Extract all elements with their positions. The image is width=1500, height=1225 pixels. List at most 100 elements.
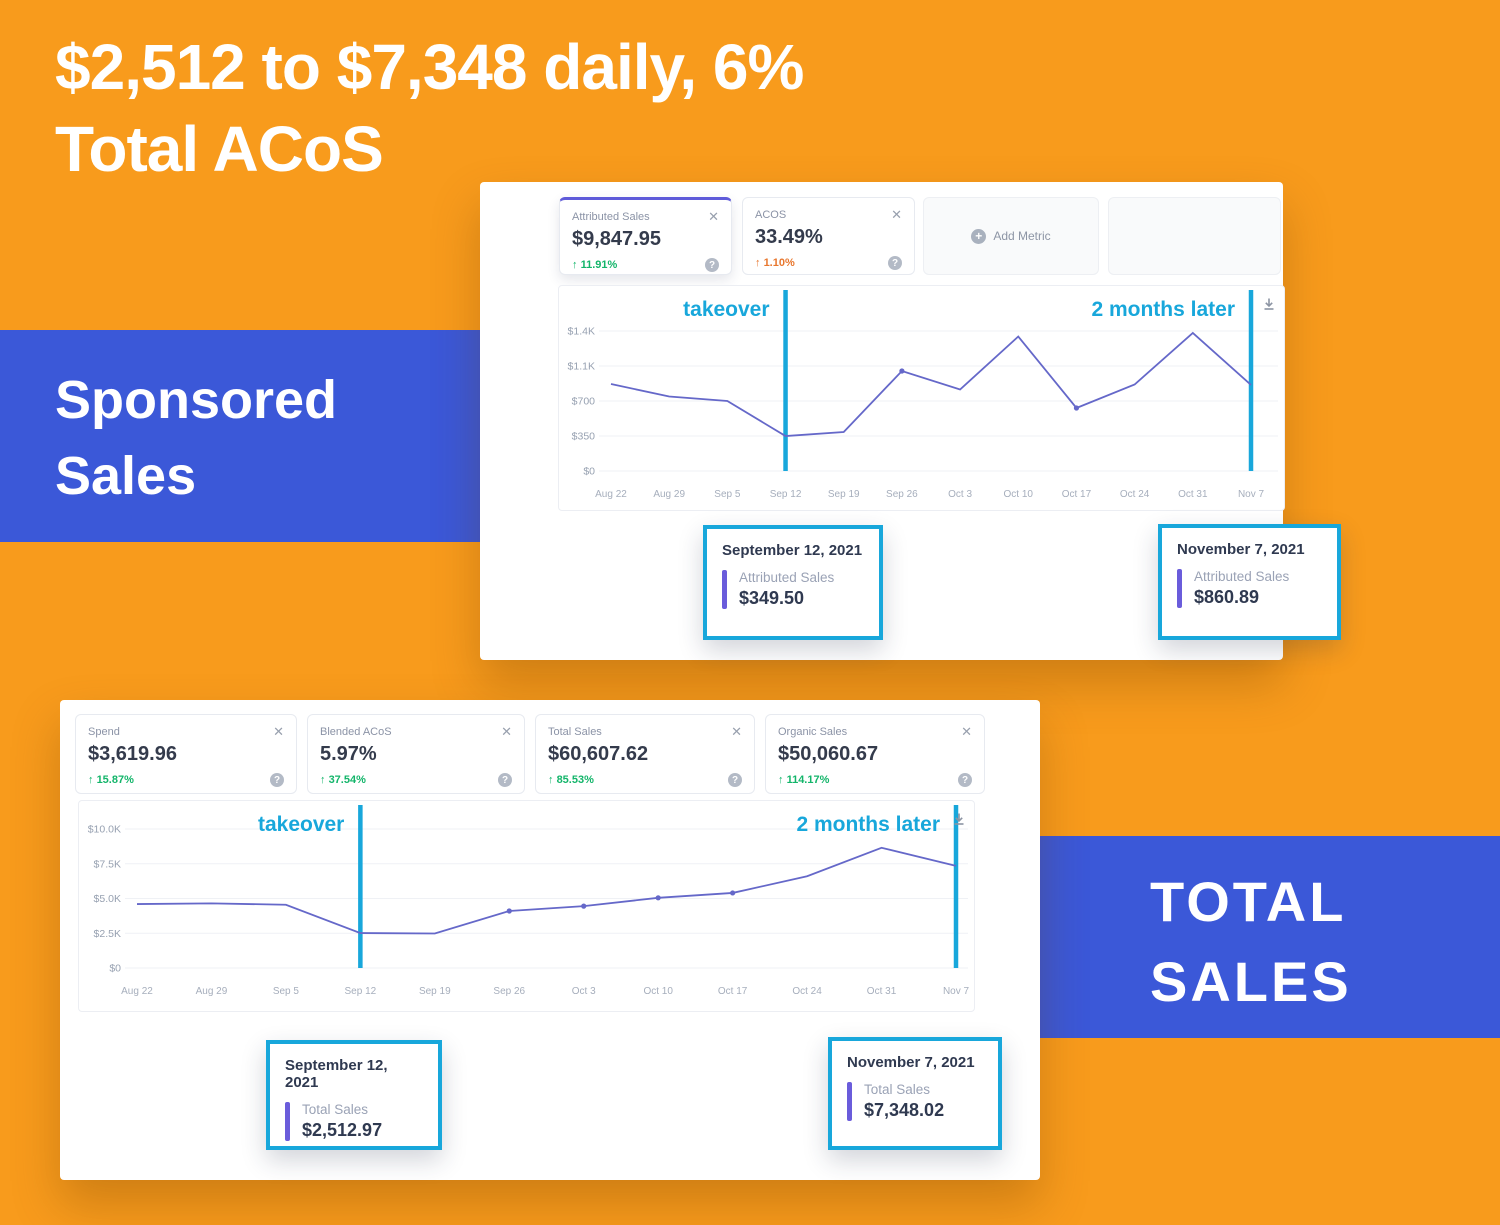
close-icon[interactable]: ✕ (708, 209, 719, 224)
tooltip-series: Total Sales (302, 1102, 369, 1117)
metric-label: Organic Sales (778, 725, 848, 738)
metric-label: ACOS (755, 208, 787, 221)
banner-total-sales: TOTAL SALES (1030, 836, 1500, 1038)
tooltip-date: September 12, 2021 (722, 542, 863, 559)
tooltip-value: $349.50 (739, 588, 805, 608)
page-title: $2,512 to $7,348 daily, 6% Total ACoS (55, 26, 804, 190)
help-icon[interactable]: ? (705, 258, 719, 272)
svg-text:Oct 24: Oct 24 (792, 986, 822, 997)
metric-value: $60,607.62 (548, 743, 649, 765)
metric-card-blended-acos[interactable]: Blended ACoS ✕ 5.97% ↑ 37.54% ? (307, 714, 525, 794)
series-color-bar (1177, 569, 1182, 608)
svg-text:$10.0K: $10.0K (88, 824, 121, 836)
metric-label: Spend (88, 725, 120, 738)
close-icon[interactable]: ✕ (961, 724, 972, 739)
metric-value: $50,060.67 (778, 743, 879, 765)
banner-right-line2: SALES (1150, 950, 1352, 1013)
sponsored-sales-chart[interactable]: $0 $350 $700 $1.1K $1.4K Aug 22 Aug 29 Sep 5 Sep… (559, 286, 1286, 512)
up-arrow-icon: ↑ (320, 774, 326, 786)
help-icon[interactable]: ? (888, 256, 902, 270)
banner-right-line1: TOTAL (1150, 870, 1347, 933)
svg-text:Sep 19: Sep 19 (828, 489, 860, 500)
svg-text:Sep 19: Sep 19 (419, 986, 451, 997)
sponsored-sales-chart-box: $0 $350 $700 $1.1K $1.4K Aug 22 Aug 29 Sep 5 Sep… (558, 285, 1285, 511)
metric-card-attributed-sales[interactable]: Attributed Sales ✕ $9,847.95 ↑ 11.91% ? (559, 197, 732, 275)
banner-sponsored-sales: Sponsored Sales (0, 330, 490, 542)
plus-icon: + (971, 228, 987, 244)
metric-card-acos[interactable]: ACOS ✕ 33.49% ↑ 1.10% ? (742, 197, 915, 275)
download-icon[interactable] (1260, 296, 1278, 314)
svg-text:Sep 26: Sep 26 (886, 489, 918, 500)
metric-card-spend[interactable]: Spend ✕ $3,619.96 ↑ 15.87% ? (75, 714, 297, 794)
svg-text:$1.4K: $1.4K (568, 326, 595, 338)
svg-text:Sep 12: Sep 12 (345, 986, 377, 997)
metric-value: 33.49% (755, 226, 823, 248)
svg-text:Oct 31: Oct 31 (867, 986, 897, 997)
metric-change: ↑ 85.53% (548, 774, 594, 786)
total-sales-chart[interactable]: $0 $2.5K $5.0K $7.5K $10.0K Aug 22 Aug 29 Sep 5… (79, 801, 976, 1013)
metric-card-organic-sales[interactable]: Organic Sales ✕ $50,060.67 ↑ 114.17% ? (765, 714, 985, 794)
tooltip-series: Attributed Sales (739, 570, 835, 585)
help-icon[interactable]: ? (498, 773, 512, 787)
dashboard-sponsored: Attributed Sales ✕ $9,847.95 ↑ 11.91% ? … (480, 182, 1341, 660)
svg-text:takeover: takeover (683, 298, 769, 321)
metric-value: $9,847.95 (572, 228, 661, 250)
svg-text:$2.5K: $2.5K (94, 928, 121, 940)
svg-text:Oct 31: Oct 31 (1178, 489, 1208, 500)
up-arrow-icon: ↑ (755, 257, 761, 269)
svg-text:Aug 29: Aug 29 (196, 986, 228, 997)
tooltip-date: November 7, 2021 (1177, 541, 1305, 558)
help-icon[interactable]: ? (958, 773, 972, 787)
svg-text:Aug 22: Aug 22 (595, 489, 627, 500)
svg-text:Sep 5: Sep 5 (714, 489, 741, 500)
tooltip-date: September 12, 2021 (285, 1057, 388, 1091)
add-metric-button[interactable]: + Add Metric (923, 197, 1099, 275)
svg-text:Oct 17: Oct 17 (1062, 489, 1092, 500)
dashboard-total: Spend ✕ $3,619.96 ↑ 15.87% ? Blended ACo… (60, 700, 1040, 1180)
up-arrow-icon: ↑ (778, 774, 784, 786)
svg-text:Oct 3: Oct 3 (948, 489, 972, 500)
svg-text:$0: $0 (583, 466, 595, 478)
headline-line1: $2,512 to $7,348 daily, 6% (55, 31, 804, 103)
tooltip-value: $7,348.02 (864, 1100, 945, 1120)
metric-label: Blended ACoS (320, 725, 392, 738)
svg-text:Sep 26: Sep 26 (493, 986, 525, 997)
svg-text:Sep 5: Sep 5 (273, 986, 300, 997)
svg-text:$1.1K: $1.1K (568, 361, 595, 373)
total-sales-chart-box: $0 $2.5K $5.0K $7.5K $10.0K Aug 22 Aug 29 Sep 5… (78, 800, 975, 1012)
help-icon[interactable]: ? (270, 773, 284, 787)
close-icon[interactable]: ✕ (731, 724, 742, 739)
svg-text:Oct 10: Oct 10 (1004, 489, 1034, 500)
up-arrow-icon: ↑ (548, 774, 554, 786)
svg-text:takeover: takeover (258, 813, 344, 836)
svg-text:Nov 7: Nov 7 (943, 986, 970, 997)
svg-text:Oct 17: Oct 17 (718, 986, 748, 997)
metric-card-total-sales[interactable]: Total Sales ✕ $60,607.62 ↑ 85.53% ? (535, 714, 755, 794)
svg-text:Aug 29: Aug 29 (653, 489, 685, 500)
tooltip-value: $860.89 (1194, 587, 1260, 607)
svg-text:$5.0K: $5.0K (94, 893, 121, 905)
svg-text:$700: $700 (572, 396, 596, 408)
svg-text:Oct 24: Oct 24 (1120, 489, 1150, 500)
svg-text:$0: $0 (109, 963, 121, 975)
svg-text:Sep 12: Sep 12 (770, 489, 802, 500)
metric-value: 5.97% (320, 743, 377, 765)
tooltip-sep12: September 12, 2021 Attributed Sales $349… (703, 525, 883, 640)
svg-text:2 months later: 2 months later (796, 813, 940, 836)
close-icon[interactable]: ✕ (501, 724, 512, 739)
metric-label: Total Sales (548, 725, 602, 738)
tooltip-series: Total Sales (864, 1082, 931, 1097)
help-icon[interactable]: ? (728, 773, 742, 787)
banner-left-line1: Sponsored (55, 370, 338, 430)
tooltip-nov7: November 7, 2021 Total Sales $7,348.02 (828, 1037, 1002, 1150)
close-icon[interactable]: ✕ (273, 724, 284, 739)
close-icon[interactable]: ✕ (891, 207, 902, 222)
tooltip-sep12: September 12, 2021 Total Sales $2,512.97 (266, 1040, 442, 1150)
download-icon[interactable] (950, 811, 968, 829)
svg-text:Aug 22: Aug 22 (121, 986, 153, 997)
metric-value: $3,619.96 (88, 743, 177, 765)
metric-change: ↑ 37.54% (320, 774, 366, 786)
add-metric-label: Add Metric (993, 229, 1051, 243)
up-arrow-icon: ↑ (88, 774, 94, 786)
